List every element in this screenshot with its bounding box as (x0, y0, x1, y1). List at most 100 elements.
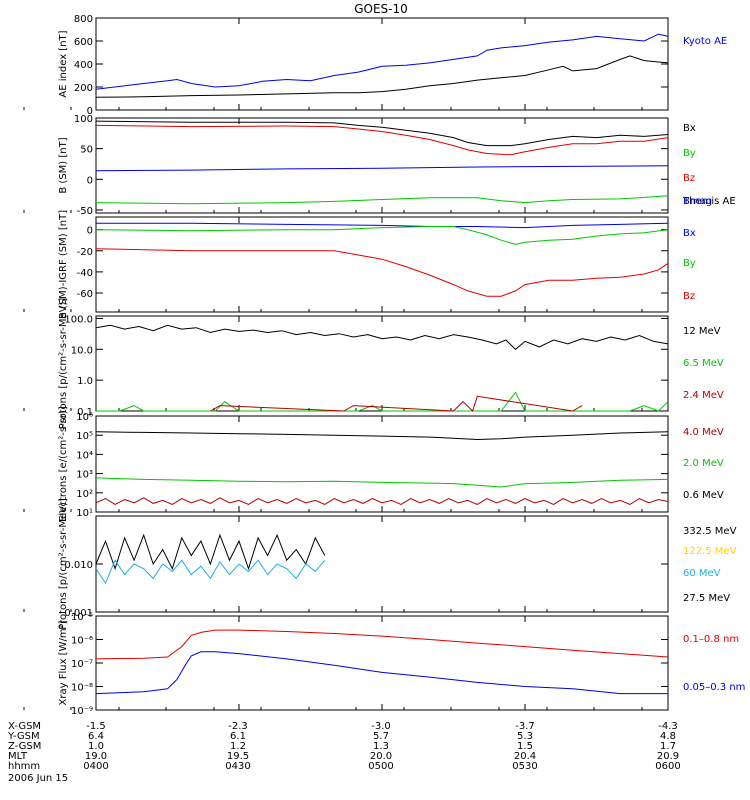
footer-value: -1.5 (86, 721, 106, 732)
footer-value: 6.4 (88, 731, 104, 742)
series-legend-label: 332.5 MeV (683, 526, 737, 537)
series-line (95, 559, 326, 585)
series-line (95, 324, 669, 350)
footer-value: 20.9 (657, 751, 679, 762)
footer-value: 0500 (368, 761, 393, 772)
y-tick-label: -20 (77, 247, 93, 258)
y-axis-label: AE index [nT] (58, 30, 69, 97)
series-line (210, 395, 583, 412)
series-legend-label: 60 MeV (683, 568, 721, 579)
series-legend-label: Bz (683, 173, 695, 184)
series-line (95, 533, 326, 571)
series-legend-label: By (683, 148, 696, 159)
series-line (95, 124, 669, 156)
plot-panels: 0 200 400 600 800 AE index [nT] Kyoto AE Themis… (23, 14, 745, 717)
y-tick-label: 10.0 (71, 345, 93, 356)
panel-frame (95, 515, 669, 613)
series-line (95, 651, 668, 695)
series-line (95, 431, 669, 441)
y-tick-label: 10⁻⁶ (71, 636, 93, 647)
footer-value: 1.2 (230, 741, 246, 752)
y-tick-label: -40 (77, 268, 93, 279)
footer-value: 1.0 (88, 741, 104, 752)
y-tick-label: 400 (74, 60, 93, 71)
footer-row-label: Y-GSM (7, 731, 40, 742)
y-tick-label: 100.0 (64, 314, 93, 325)
y-tick-label: -50 (77, 206, 93, 217)
series-legend-label: Themis AE (682, 196, 736, 207)
y-tick-label: 0 (87, 175, 93, 186)
series-line (96, 391, 669, 412)
footer-value: 0530 (512, 761, 537, 772)
panel-frame (95, 216, 669, 313)
series-legend-label: Bx (683, 123, 696, 134)
y-tick-label: 1.0 (77, 376, 93, 387)
footer-value: 19.5 (227, 751, 249, 762)
footer-value: 1.5 (517, 741, 533, 752)
footer-value: -2.3 (228, 721, 248, 732)
footer-value: 1.3 (373, 741, 389, 752)
footer-value: 0400 (83, 761, 108, 772)
series-line (95, 55, 669, 98)
series-legend-label: 12 MeV (683, 326, 721, 337)
y-axis-label: B (SM)-IGRF (SM) [nT] (58, 210, 69, 319)
y-tick-label: 0.1 (77, 407, 93, 418)
footer-ephemeris: X-GSM -1.5 -2.3 -3.0 -3.7 -4.3 Y-GSM 6.4 6.1 5.7 5… (7, 721, 681, 772)
footer-value: 4.8 (660, 731, 676, 742)
series-legend-label: Bx (683, 228, 696, 239)
panel-frame (95, 117, 669, 214)
y-tick-label: 10¹ (76, 508, 93, 519)
footer-value: 0430 (225, 761, 250, 772)
y-tick-label: 10⁻⁷ (71, 659, 93, 670)
series-legend-label: 0.05–0.3 nm (683, 682, 745, 693)
y-axis-label: Protons [p/(cm²-s-sr-MeV)] (58, 298, 69, 430)
plot-title: GOES-10 (354, 2, 408, 16)
series-line (95, 497, 669, 505)
y-tick-label: 0 (87, 106, 93, 117)
panel-frame (95, 315, 669, 412)
y-tick-label: 100 (74, 114, 93, 125)
series-legend-label: 6.5 MeV (683, 358, 724, 369)
series-line (95, 165, 669, 172)
footer-value: 5.3 (517, 731, 533, 742)
y-axis-label: B (SM) [nT] (58, 137, 69, 193)
series-line (95, 195, 669, 205)
series-line (95, 33, 669, 90)
panel-1: 0 200 400 600 800 AE index [nT] Kyoto AE Themis… (23, 14, 736, 207)
series-legend-label: Bz (683, 291, 695, 302)
footer-row-label: MLT (8, 751, 28, 762)
panel-frame (95, 615, 669, 711)
y-tick-label: 10² (76, 489, 93, 500)
y-tick-label: 600 (74, 37, 93, 48)
series-legend-label: Bmag (683, 196, 712, 207)
series-legend-label: 4.0 MeV (683, 427, 724, 438)
y-tick-label: 10⁻⁹ (71, 706, 93, 717)
panel-frame (95, 415, 669, 513)
series-line (95, 248, 669, 297)
series-legend-label: 0.6 MeV (683, 490, 724, 501)
series-line (95, 477, 669, 488)
y-tick-label: 10⁶ (76, 412, 93, 423)
y-axis-label: Xray Flux [W/m²] (58, 620, 69, 705)
y-tick-label: -60 (77, 289, 93, 300)
footer-value: -3.7 (515, 721, 535, 732)
panel-5: 10¹ 10² 10³ 10⁴ 10⁵ 10⁶ Electrons [e/(cm²-s-sr… (23, 406, 724, 522)
footer-value: -4.3 (658, 721, 678, 732)
y-tick-label: 50 (80, 145, 93, 156)
y-tick-label: 0.010 (64, 560, 93, 571)
y-tick-label: 200 (74, 83, 93, 94)
series-legend-label: 0.1–0.8 nm (683, 634, 739, 645)
footer-value: 5.7 (373, 731, 389, 742)
y-tick-label: 10³ (76, 470, 93, 481)
series-legend-label: 2.0 MeV (683, 458, 724, 469)
footer-row-label: Z-GSM (8, 741, 41, 752)
footer-row-label: X-GSM (8, 721, 41, 732)
y-tick-label: 10⁵ (76, 431, 93, 442)
footer-value: 19.0 (85, 751, 107, 762)
y-tick-label: 10⁴ (76, 450, 93, 461)
panel-2: -50 0 50 100 B (SM) [nT] Bx By Bz Bmag (23, 114, 712, 217)
